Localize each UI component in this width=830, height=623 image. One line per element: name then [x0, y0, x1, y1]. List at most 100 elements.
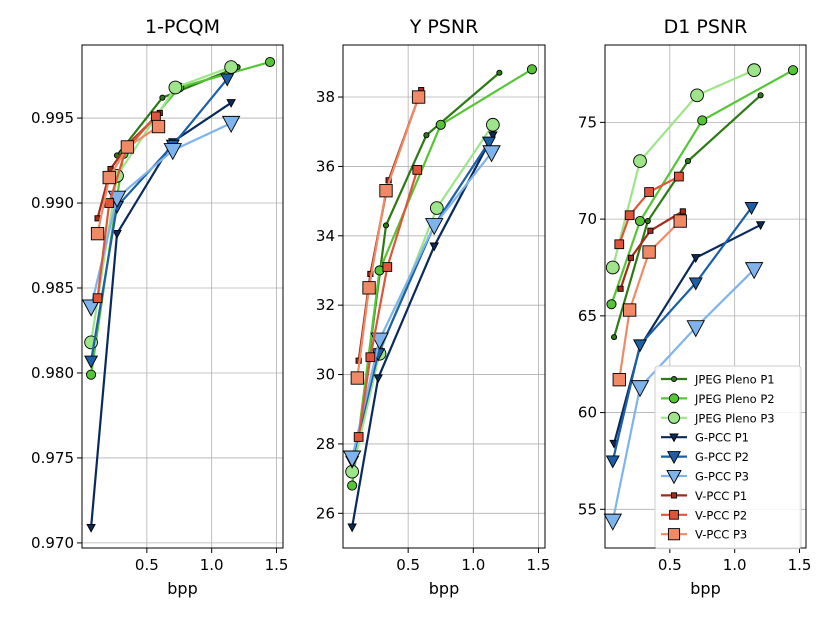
legend-marker — [670, 375, 678, 383]
legend-box — [654, 365, 802, 550]
data-point — [787, 65, 799, 76]
data-point — [224, 60, 238, 74]
legend-marker — [668, 393, 680, 404]
data-point — [747, 63, 761, 78]
data-point — [627, 254, 634, 261]
data-point — [86, 523, 96, 533]
data-point — [622, 303, 637, 317]
legend-item: V-PCC P2 — [661, 508, 747, 522]
y-tick-label: 0.985 — [31, 279, 74, 297]
data-point — [644, 217, 651, 225]
y-tick-label: 0.975 — [31, 449, 74, 467]
series-g-pcc-p1 — [347, 131, 498, 533]
series-g-pcc-p3 — [81, 115, 241, 317]
legend-label: V-PCC P1 — [695, 489, 747, 503]
data-point — [379, 184, 393, 198]
data-point — [382, 222, 390, 229]
data-point — [481, 136, 496, 150]
series-line — [96, 125, 160, 234]
data-point — [624, 210, 635, 221]
series-line — [89, 78, 229, 362]
y-tick-label: 75 — [578, 113, 597, 131]
data-point — [429, 201, 444, 215]
data-point — [102, 170, 116, 185]
legend-item: JPEG Pleno P3 — [661, 411, 775, 425]
legend-marker — [667, 411, 681, 424]
x-axis-label: bpp — [429, 579, 459, 598]
legend-label: G-PCC P2 — [695, 450, 749, 464]
series-line — [618, 220, 681, 380]
y-tick-label: 26 — [316, 504, 335, 522]
legend-item: JPEG Pleno P1 — [661, 373, 775, 387]
plot-frame — [81, 44, 284, 549]
series-v-pcc-p2 — [614, 171, 684, 250]
legend-label: JPEG Pleno P3 — [694, 411, 775, 425]
series-jpeg-pleno-p2 — [347, 64, 538, 491]
data-point — [112, 229, 122, 239]
data-point — [757, 92, 764, 99]
series-v-pcc-p3 — [350, 90, 426, 385]
x-tick-label: 1.0 — [461, 556, 485, 574]
data-point — [488, 131, 498, 141]
series-jpeg-pleno-p3 — [605, 63, 761, 275]
legend-item: JPEG Pleno P2 — [661, 392, 775, 406]
x-tick-label: 1.5 — [265, 556, 289, 574]
x-axis-label: bpp — [167, 579, 197, 598]
y-tick-label: 60 — [578, 404, 597, 422]
y-tick-label: 65 — [578, 307, 597, 325]
legend-marker — [669, 509, 679, 520]
data-point — [104, 198, 115, 208]
data-point — [347, 523, 357, 533]
data-point — [606, 299, 617, 310]
y-tick-label: 0.995 — [31, 109, 74, 127]
data-point — [347, 480, 358, 491]
series-line — [610, 69, 794, 305]
series-line — [351, 68, 533, 486]
data-point — [679, 208, 686, 215]
series-line — [351, 134, 494, 528]
series-line — [356, 96, 420, 379]
data-point — [744, 262, 764, 280]
y-tick-label: 38 — [316, 88, 335, 106]
series-v-pcc-p1 — [355, 87, 425, 364]
y-tick-label: 70 — [578, 210, 597, 228]
y-tick-label: 0.990 — [31, 194, 74, 212]
data-point — [688, 277, 703, 291]
data-point — [365, 352, 376, 363]
data-point — [382, 262, 393, 272]
legend-marker — [666, 469, 682, 485]
x-axis-label: bpp — [690, 579, 720, 598]
data-point — [673, 214, 687, 228]
x-tick-label: 0.5 — [135, 556, 159, 574]
series-v-pcc-p2 — [353, 165, 423, 442]
data-point — [690, 88, 704, 103]
series-v-pcc-p3 — [90, 119, 166, 241]
y-tick-label: 55 — [578, 500, 597, 518]
y-tick-label: 0.970 — [31, 534, 74, 552]
legend-item: G-PCC P3 — [661, 469, 749, 485]
series-line — [351, 151, 493, 459]
chart-title: D1 PSNR — [664, 16, 748, 38]
series-g-pcc-p3 — [603, 262, 764, 531]
data-point — [526, 64, 538, 75]
series-g-pcc-p2 — [605, 202, 759, 469]
legend: JPEG Pleno P1 JPEG Pleno P2 JPEG Pleno P3 G… — [654, 365, 802, 550]
data-point — [633, 154, 647, 168]
series-line — [89, 101, 232, 528]
series-jpeg-pleno-p2 — [606, 65, 799, 310]
legend-label: G-PCC P1 — [695, 431, 749, 445]
chart-title: Y PSNR — [409, 16, 479, 38]
data-point — [220, 73, 235, 87]
data-point — [611, 334, 618, 341]
data-point — [151, 119, 166, 134]
data-point — [92, 293, 103, 304]
data-point — [362, 281, 376, 295]
y-tick-label: 28 — [316, 435, 335, 453]
x-tick-label: 1.0 — [723, 556, 747, 574]
legend-item: G-PCC P1 — [661, 431, 749, 445]
series-line — [357, 169, 419, 438]
series-line — [351, 141, 490, 462]
legend-label: V-PCC P3 — [695, 528, 747, 542]
legend-marker — [666, 451, 682, 465]
